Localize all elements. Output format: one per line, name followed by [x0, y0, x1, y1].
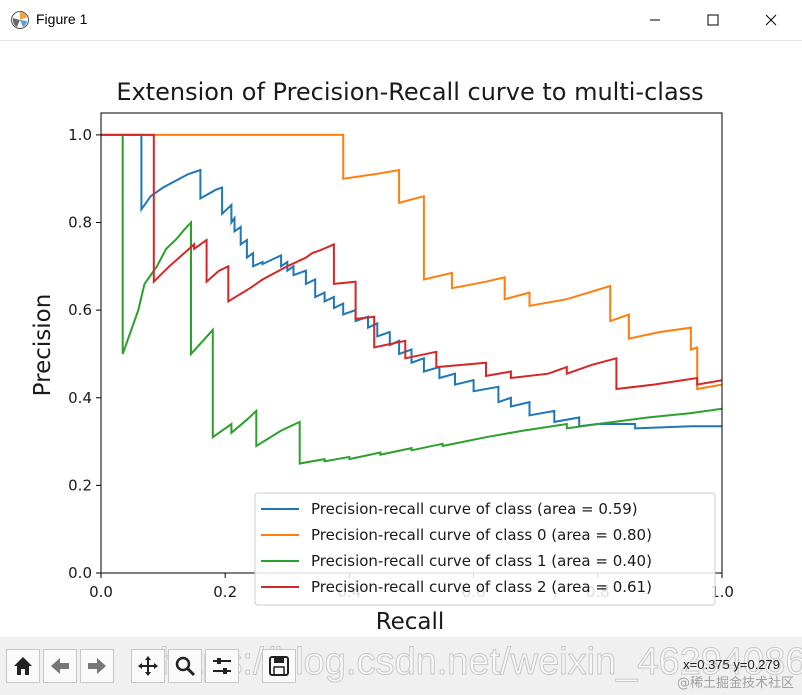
figure-canvas[interactable]: Extension of Precision-Recall curve to m… — [0, 41, 802, 637]
save-button[interactable] — [262, 649, 296, 683]
series-line-1 — [101, 133, 722, 391]
home-icon — [14, 657, 32, 675]
x-axis-label: Recall — [376, 609, 445, 635]
series-line-3 — [101, 133, 722, 391]
minimize-button[interactable] — [626, 0, 684, 40]
back-icon — [51, 658, 69, 674]
y-tick-label: 0.0 — [68, 564, 92, 582]
save-icon — [269, 656, 289, 676]
navigation-toolbar: https://blog.csdn.net/weixin_46294086 x=… — [0, 637, 802, 695]
close-button[interactable] — [742, 0, 800, 40]
cursor-coordinates: x=0.375 y=0.279 — [683, 657, 780, 672]
close-icon — [765, 14, 777, 26]
forward-button[interactable] — [80, 649, 114, 683]
x-tick-label: 0.0 — [89, 583, 113, 601]
legend-label-0: Precision-recall curve of class (area = … — [311, 500, 638, 518]
x-tick-label: 0.2 — [213, 583, 237, 601]
maximize-button[interactable] — [684, 0, 742, 40]
legend-box — [254, 492, 716, 606]
juejin-watermark: @稀土掘金技术社区 — [676, 676, 794, 691]
series-line-0 — [101, 133, 722, 430]
pan-icon — [138, 656, 158, 676]
window-title: Figure 1 — [36, 11, 88, 27]
y-tick-label: 1.0 — [68, 126, 92, 144]
y-axis-label: Precision — [30, 294, 56, 397]
y-tick-label: 0.4 — [68, 389, 92, 407]
back-button[interactable] — [43, 649, 77, 683]
plot-area[interactable]: 0.00.20.40.60.81.00.00.20.40.60.81.0Prec… — [68, 112, 734, 606]
chart-title: Extension of Precision-Recall curve to m… — [116, 78, 703, 106]
zoom-button[interactable] — [168, 649, 202, 683]
maximize-icon — [707, 14, 719, 26]
x-tick-label: 1.0 — [710, 583, 734, 601]
minimize-icon — [650, 19, 660, 21]
series-line-2 — [121, 134, 722, 465]
configure-subplots-button[interactable] — [205, 649, 239, 683]
configure-subplots-icon — [213, 658, 231, 674]
legend-label-1: Precision-recall curve of class 0 (area … — [311, 526, 652, 544]
pan-button[interactable] — [131, 649, 165, 683]
zoom-icon — [175, 656, 196, 677]
y-tick-label: 0.2 — [68, 476, 92, 494]
forward-icon — [88, 658, 106, 674]
y-tick-label: 0.6 — [68, 301, 92, 319]
legend-label-3: Precision-recall curve of class 2 (area … — [311, 578, 652, 596]
window-titlebar: Figure 1 — [0, 0, 802, 41]
home-button[interactable] — [6, 649, 40, 683]
matplotlib-logo-icon — [11, 11, 29, 29]
y-tick-label: 0.8 — [68, 214, 92, 232]
legend-label-2: Precision-recall curve of class 1 (area … — [311, 552, 652, 570]
